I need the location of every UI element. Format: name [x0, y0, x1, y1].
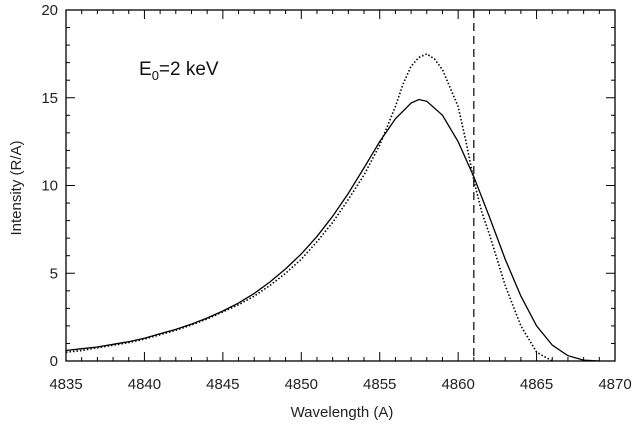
- x-tick-label: 4865: [520, 376, 553, 393]
- y-tick-label: 15: [41, 90, 58, 107]
- x-tick-label: 4855: [363, 376, 396, 393]
- x-tick-label: 4870: [598, 376, 631, 393]
- y-tick-label: 20: [41, 2, 58, 19]
- y-tick-label: 0: [50, 353, 58, 370]
- tick-labels: 4835 4840 4845 4850 4855 4860 4865 4870 0 5 10 15 20: [41, 2, 631, 393]
- x-tick-label: 4850: [285, 376, 318, 393]
- plot-frame: [65, 9, 616, 362]
- y-axis-label: Intensity (R/A): [8, 140, 25, 235]
- y-tick-label: 10: [41, 178, 58, 195]
- ticks-layer: [65, 9, 616, 362]
- x-axis-label: Wavelength (A): [291, 404, 394, 421]
- energy-annotation: E0=2 keV: [139, 59, 219, 83]
- y-tick-label: 5: [50, 265, 58, 282]
- series-model-solid: [65, 98, 600, 362]
- x-tick-label: 4835: [49, 376, 82, 393]
- series-observed-dotted: [65, 52, 553, 362]
- x-tick-label: 4845: [206, 376, 239, 393]
- x-tick-label: 4840: [128, 376, 161, 393]
- x-tick-label: 4860: [441, 376, 474, 393]
- series-layer: [65, 52, 600, 362]
